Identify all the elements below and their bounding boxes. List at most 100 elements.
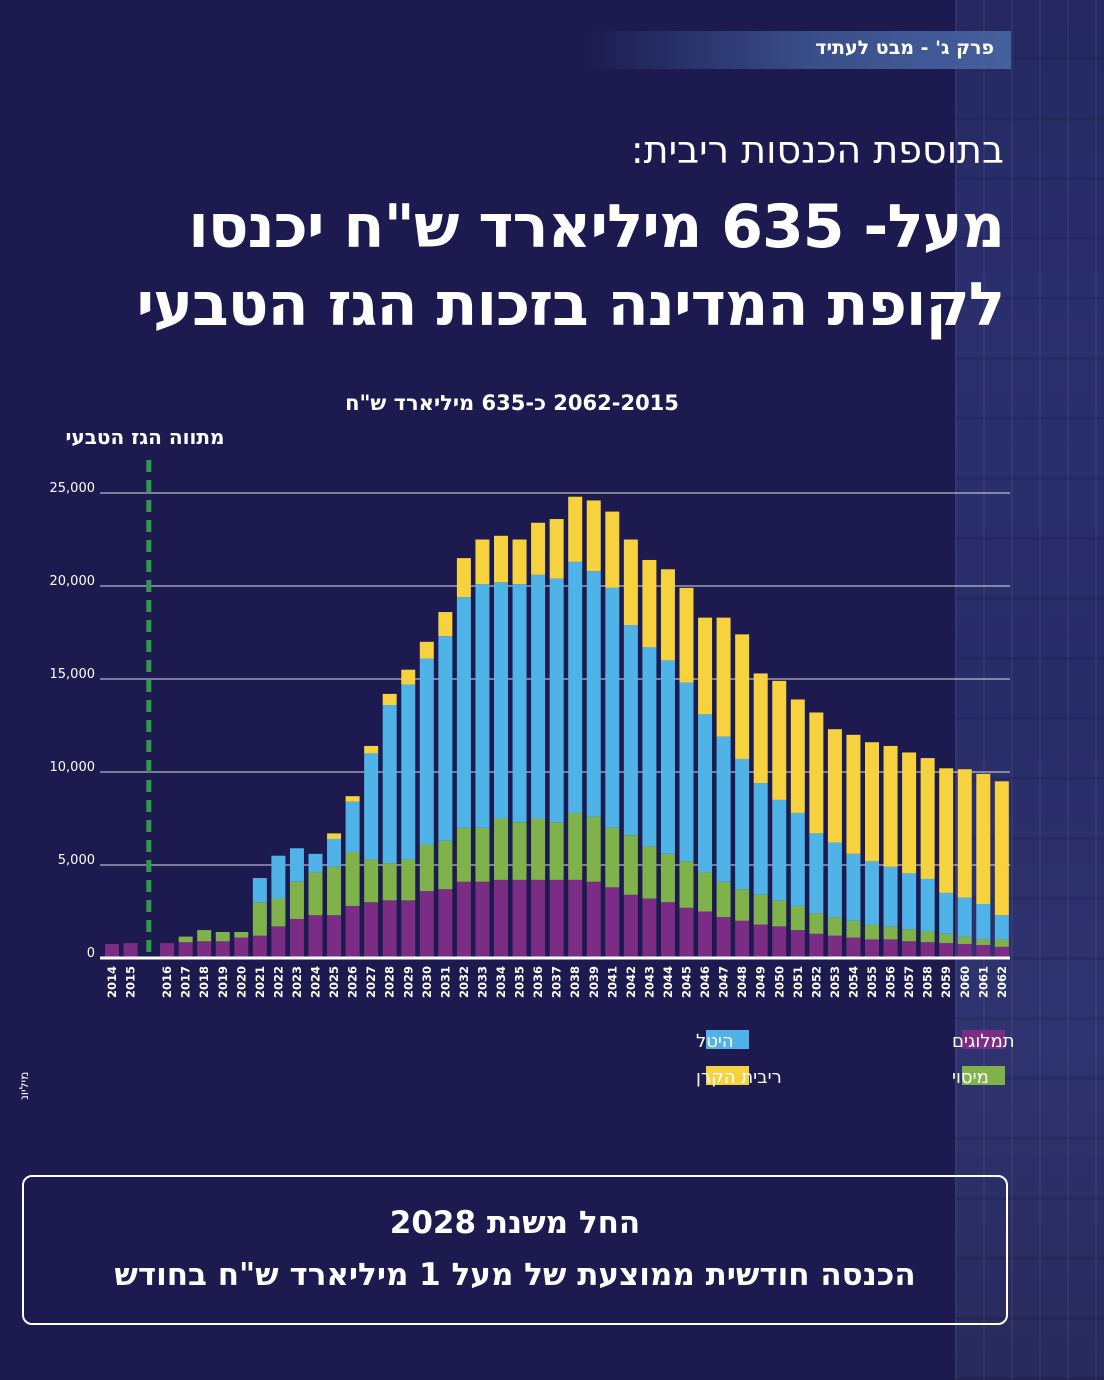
bar-segment <box>438 840 453 890</box>
bar-segment <box>252 902 267 936</box>
bar-segment <box>568 496 583 562</box>
bar-segment <box>512 584 527 823</box>
y-tick-label: 5,000 <box>58 853 95 868</box>
x-tick-label: 2036 <box>531 966 545 998</box>
x-tick-label: 2023 <box>290 966 304 998</box>
bar-segment <box>512 879 527 958</box>
bar-segment <box>438 612 453 637</box>
bar-segment <box>327 838 342 867</box>
x-tick-label: 2022 <box>271 966 285 998</box>
bar-segment <box>271 898 286 927</box>
x-tick-label: 2060 <box>958 966 972 998</box>
bar-segment <box>531 522 546 575</box>
x-tick-label: 2050 <box>772 966 786 998</box>
x-tick-label: 2017 <box>179 966 193 998</box>
bar-segment <box>215 941 230 958</box>
legend-swatch <box>706 1030 749 1049</box>
bar-segment <box>401 684 416 860</box>
bar-segment <box>327 866 342 916</box>
bar-segment <box>549 578 564 823</box>
bar-segment <box>568 812 583 880</box>
bar-segment <box>197 930 212 942</box>
bar-segment <box>809 913 824 934</box>
bar-segment <box>902 929 917 942</box>
bar-segment <box>215 931 230 942</box>
bar-segment <box>605 587 620 828</box>
info-box: החל משנת 2028 הכנסה חודשית ממוצעת של מעל… <box>22 1175 1008 1325</box>
x-tick-label: 2037 <box>550 966 564 998</box>
bar-segment <box>920 931 935 943</box>
bar-segment <box>939 933 954 944</box>
bar-segment <box>197 941 212 958</box>
bar-segment <box>976 904 991 940</box>
bar-segment <box>308 915 323 958</box>
bar-segment <box>902 873 917 930</box>
bar-segment <box>419 641 434 659</box>
x-tick-label: 2041 <box>605 966 619 998</box>
x-tick-label: 2049 <box>754 966 768 998</box>
x-tick-label: 2061 <box>976 966 990 998</box>
bar-segment <box>494 582 508 819</box>
x-tick-label: 2038 <box>568 966 582 998</box>
bar-segment <box>308 853 323 873</box>
bar-segment <box>679 907 694 958</box>
headline-line-1: מעל- 635 מיליארד ש"ח יכנסו <box>188 192 1005 262</box>
x-tick-label: 2014 <box>105 966 119 998</box>
bar-segment <box>160 943 175 958</box>
x-tick-label: 2052 <box>809 966 823 998</box>
stacked-bar-chart: 2062-2015 כ-635 מיליארד ש"ח מתווה הגז הט… <box>17 391 1015 1128</box>
x-tick-label: 2051 <box>791 966 805 998</box>
bar-segment <box>660 902 675 958</box>
bar-segment <box>735 889 750 921</box>
x-tick-label: 2016 <box>160 966 174 998</box>
x-tick-label: 2062 <box>995 966 1009 998</box>
bar-segment <box>827 917 842 936</box>
bar-segment <box>623 894 638 958</box>
bar-segment <box>772 680 787 800</box>
bar-segment <box>568 879 583 958</box>
x-tick-label: 2027 <box>364 966 378 998</box>
bar-segment <box>642 898 657 958</box>
bar-segment <box>790 699 805 813</box>
x-tick-label: 2048 <box>735 966 749 998</box>
bar-segment <box>586 881 601 958</box>
bar-segment <box>716 617 731 737</box>
bar-segment <box>827 729 842 843</box>
bar-segment <box>957 944 972 958</box>
bar-segment <box>105 944 119 958</box>
page-headline: מעל- 635 מיליארד ש"ח יכנסו לקופת המדינה … <box>137 188 1005 344</box>
x-tick-label: 2032 <box>457 966 471 998</box>
bar-segment <box>123 943 138 958</box>
bar-segment <box>364 902 379 958</box>
x-tick-label: 2019 <box>216 966 230 998</box>
bar-segment <box>976 944 991 958</box>
bar-segment <box>660 853 675 903</box>
x-tick-label: 2058 <box>921 966 935 998</box>
bar-segment <box>401 900 416 958</box>
bar-segment <box>382 693 397 706</box>
bar-segment <box>735 920 750 958</box>
bar-segment <box>902 752 917 874</box>
bar-segment <box>939 768 954 893</box>
bar-segment <box>679 861 694 908</box>
legend-label: תמלוגים <box>952 1031 1015 1052</box>
x-tick-label: 2044 <box>661 966 675 998</box>
bar-segment <box>660 660 675 854</box>
bar-segment <box>549 879 564 958</box>
bar-segment <box>456 558 471 598</box>
bar-segment <box>271 926 286 958</box>
x-tick-label: 2025 <box>327 966 341 998</box>
y-tick-label: 0 <box>87 946 95 961</box>
bar-segment <box>475 881 490 958</box>
bar-segment <box>698 872 713 912</box>
bar-segment <box>883 866 898 927</box>
bar-segment <box>679 682 694 862</box>
bar-segment <box>401 669 416 685</box>
page-subtitle: בתוספת הכנסות ריבית: <box>630 128 1004 172</box>
bar-segment <box>178 936 193 943</box>
bar-segment <box>623 625 638 836</box>
bar-segment <box>289 881 304 919</box>
x-tick-label: 2034 <box>494 966 508 998</box>
bar-segment <box>846 853 861 921</box>
bar-segment <box>920 942 935 958</box>
